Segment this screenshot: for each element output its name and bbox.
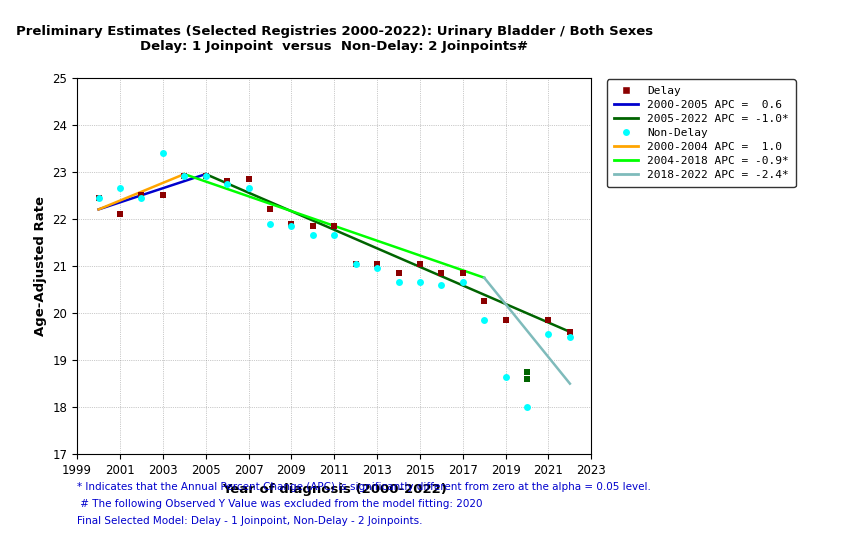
Point xyxy=(92,193,105,202)
Point xyxy=(156,148,170,157)
Point xyxy=(242,184,255,193)
Point xyxy=(434,280,448,289)
X-axis label: Year of diagnosis (2000-2022): Year of diagnosis (2000-2022) xyxy=(222,483,446,496)
Point xyxy=(392,278,405,287)
Point xyxy=(242,175,255,183)
Point xyxy=(113,209,127,218)
Point xyxy=(199,172,213,181)
Point xyxy=(392,269,405,278)
Point xyxy=(220,179,234,188)
Y-axis label: Age-Adjusted Rate: Age-Adjusted Rate xyxy=(34,196,47,336)
Point xyxy=(413,278,427,287)
Point xyxy=(220,177,234,186)
Point xyxy=(349,259,363,268)
Point xyxy=(477,297,491,306)
Point xyxy=(370,264,384,273)
Point xyxy=(285,219,298,228)
Text: Final Selected Model: Delay - 1 Joinpoint, Non-Delay - 2 Joinpoints.: Final Selected Model: Delay - 1 Joinpoin… xyxy=(77,516,423,526)
Point xyxy=(413,259,427,268)
Point xyxy=(499,316,512,325)
Legend: Delay, 2000-2005 APC =  0.6, 2005-2022 APC = -1.0*, Non-Delay, 2000-2004 APC =  : Delay, 2000-2005 APC = 0.6, 2005-2022 AP… xyxy=(607,79,795,187)
Point xyxy=(327,231,341,240)
Point xyxy=(263,205,277,214)
Point xyxy=(520,403,534,412)
Point xyxy=(327,222,341,230)
Point xyxy=(156,191,170,199)
Point xyxy=(306,231,320,240)
Point xyxy=(177,172,191,181)
Point xyxy=(434,269,448,278)
Point xyxy=(499,372,512,381)
Point xyxy=(520,367,534,376)
Point xyxy=(306,222,320,230)
Point xyxy=(177,172,191,181)
Text: # The following Observed Y Value was excluded from the model fitting: 2020: # The following Observed Y Value was exc… xyxy=(77,499,482,509)
Point xyxy=(563,332,577,341)
Point xyxy=(135,191,148,199)
Text: Preliminary Estimates (Selected Registries 2000-2022): Urinary Bladder / Both Se: Preliminary Estimates (Selected Registri… xyxy=(15,25,653,38)
Point xyxy=(563,327,577,336)
Text: Delay: 1 Joinpoint  versus  Non-Delay: 2 Joinpoints#: Delay: 1 Joinpoint versus Non-Delay: 2 J… xyxy=(141,40,528,53)
Point xyxy=(456,278,470,287)
Point xyxy=(520,375,534,383)
Point xyxy=(542,330,555,338)
Point xyxy=(285,222,298,230)
Point xyxy=(542,316,555,325)
Point xyxy=(113,184,127,193)
Text: * Indicates that the Annual Percent Change (APC) is significantly different from: * Indicates that the Annual Percent Chan… xyxy=(77,483,651,493)
Point xyxy=(92,193,105,202)
Point xyxy=(370,259,384,268)
Point xyxy=(135,193,148,202)
Point xyxy=(456,269,470,278)
Point xyxy=(349,259,363,268)
Point xyxy=(263,219,277,228)
Point xyxy=(477,316,491,325)
Point xyxy=(199,172,213,181)
